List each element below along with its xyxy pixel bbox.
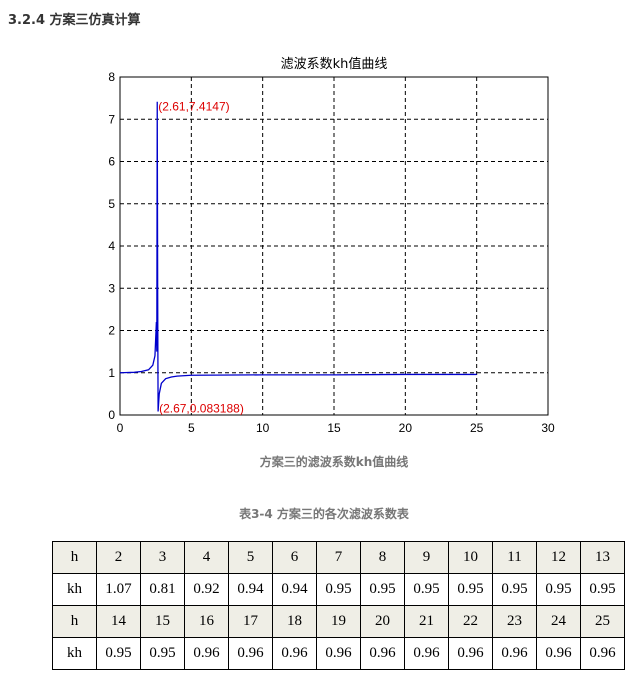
table-caption: 表3-4 方案三的各次滤波系数表 <box>239 507 409 521</box>
table-cell: 0.96 <box>272 637 317 670</box>
table-row: kh 0.95 0.95 0.96 0.96 0.96 0.96 0.96 0.96 0.96 0.… <box>52 637 625 670</box>
figure-caption: 方案三的滤波系数kh值曲线 <box>259 455 409 469</box>
table-cell: 0.81 <box>140 573 185 606</box>
x-tick-label: 5 <box>188 421 195 435</box>
table-cell: 0.96 <box>184 637 229 670</box>
table-cell: 13 <box>580 541 625 574</box>
table-cell: 2 <box>96 541 141 574</box>
chart-title: 滤波系数kh值曲线 <box>281 56 388 72</box>
table-cell: 16 <box>184 605 229 638</box>
x-tick-label: 15 <box>327 421 341 435</box>
table-cell: 3 <box>140 541 185 574</box>
row-label: h <box>52 605 97 638</box>
y-tick-label: 8 <box>108 70 115 84</box>
table-cell: 25 <box>580 605 625 638</box>
table-cell: 17 <box>228 605 273 638</box>
table-cell: 7 <box>316 541 361 574</box>
table-cell: 0.95 <box>96 637 141 670</box>
table-cell: 8 <box>360 541 405 574</box>
table-cell: 0.95 <box>536 573 581 606</box>
y-tick-label: 0 <box>108 408 115 422</box>
table-cell: 12 <box>536 541 581 574</box>
table-cell: 0.96 <box>492 637 537 670</box>
x-tick-label: 0 <box>117 421 124 435</box>
table-cell: 0.96 <box>448 637 493 670</box>
table-cell: 24 <box>536 605 581 638</box>
table-cell: 11 <box>492 541 537 574</box>
table-cell: 0.96 <box>360 637 405 670</box>
table-cell: 0.96 <box>404 637 449 670</box>
row-label: kh <box>52 573 97 606</box>
table-cell: 19 <box>316 605 361 638</box>
y-tick-label: 1 <box>108 366 115 380</box>
table-cell: 21 <box>404 605 449 638</box>
table-cell: 15 <box>140 605 185 638</box>
table-cell: 0.92 <box>184 573 229 606</box>
y-tick-label: 3 <box>108 281 115 295</box>
table-cell: 22 <box>448 605 493 638</box>
table-cell: 5 <box>228 541 273 574</box>
table-cell: 6 <box>272 541 317 574</box>
table-cell: 0.95 <box>448 573 493 606</box>
table-cell: 0.95 <box>140 637 185 670</box>
table-cell: 0.94 <box>228 573 273 606</box>
section-heading: 3.2.4 方案三仿真计算 <box>8 13 141 28</box>
row-label: kh <box>52 637 97 670</box>
y-tick-label: 6 <box>108 155 115 169</box>
table-cell: 20 <box>360 605 405 638</box>
kh-chart: 0 5 10 15 20 25 30 0 1 2 3 4 5 6 7 8 滤波系数kh值曲线 (2.61,7.41… <box>108 56 555 435</box>
x-tick-label: 20 <box>399 421 413 435</box>
table-row: kh 1.07 0.81 0.92 0.94 0.94 0.95 0.95 0.95 0.95 0.… <box>52 573 625 606</box>
x-tick-label: 25 <box>470 421 484 435</box>
kh-line <box>119 101 477 412</box>
table-cell: 0.95 <box>404 573 449 606</box>
table-cell: 0.96 <box>536 637 581 670</box>
table-cell: 1.07 <box>96 573 141 606</box>
table-row: h 14 15 16 17 18 19 20 21 22 23 24 25 <box>52 605 625 638</box>
x-tick-label: 10 <box>256 421 270 435</box>
table-cell: 4 <box>184 541 229 574</box>
table-row: h 2 3 4 5 6 7 8 9 10 11 12 13 <box>52 541 625 574</box>
y-tick-label: 7 <box>108 112 115 126</box>
table-cell: 0.95 <box>580 573 625 606</box>
table-cell: 18 <box>272 605 317 638</box>
kh-table: h 2 3 4 5 6 7 8 9 10 11 12 13 kh 1.07 0.81 0.92 0.94 0.94 0… <box>52 541 625 670</box>
data-annotation: (2.61,7.4147) <box>158 100 229 114</box>
table-cell: 23 <box>492 605 537 638</box>
data-annotation: (2.67,0.083188) <box>159 401 244 415</box>
table-cell: 14 <box>96 605 141 638</box>
table-cell: 0.95 <box>360 573 405 606</box>
table-cell: 0.96 <box>580 637 625 670</box>
table-cell: 0.95 <box>316 573 361 606</box>
row-label: h <box>52 541 97 574</box>
y-tick-label: 4 <box>108 239 115 253</box>
table-cell: 10 <box>448 541 493 574</box>
table-cell: 9 <box>404 541 449 574</box>
table-cell: 0.96 <box>228 637 273 670</box>
x-tick-label: 30 <box>541 421 555 435</box>
table-cell: 0.95 <box>492 573 537 606</box>
y-tick-label: 5 <box>108 197 115 211</box>
y-tick-label: 2 <box>108 324 115 338</box>
table-cell: 0.94 <box>272 573 317 606</box>
table-cell: 0.96 <box>316 637 361 670</box>
